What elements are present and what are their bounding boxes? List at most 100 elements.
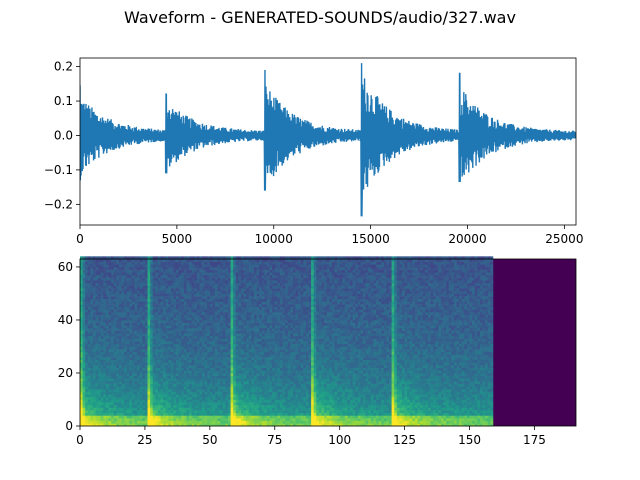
spectrogram-cell	[264, 256, 268, 260]
spectrogram-cell	[152, 346, 156, 350]
spectrogram-cell	[225, 277, 229, 281]
spectrogram-cell	[165, 280, 169, 284]
spectrogram-cell	[103, 282, 107, 286]
spectrogram-cell	[266, 317, 270, 321]
spectrogram-cell	[246, 351, 250, 355]
spectrogram-cell	[264, 290, 268, 294]
spectrogram-cell	[80, 293, 83, 297]
spectrogram-cell	[272, 354, 276, 358]
spectrogram-cell	[261, 341, 265, 345]
spectrogram-cell	[272, 288, 276, 292]
spectrogram-cell	[212, 280, 216, 284]
spectrogram-cell	[181, 298, 185, 302]
spectrogram-cell	[98, 396, 102, 400]
spectrogram-cell	[217, 378, 221, 382]
spectrogram-cell	[233, 341, 237, 345]
spectrogram-cell	[274, 418, 278, 422]
spectrogram-cell	[261, 380, 265, 384]
spectrogram-cell	[176, 383, 180, 387]
spectrogram-cell	[92, 256, 96, 260]
spectrogram-cell	[248, 378, 252, 382]
spectrogram-cell	[222, 423, 226, 427]
spectrogram-cell	[212, 420, 216, 424]
spectrogram-cell	[274, 298, 278, 302]
spectrogram-cell	[178, 277, 182, 281]
spectrogram-cell	[220, 380, 224, 384]
spectrogram-cell	[225, 378, 229, 382]
spectrogram-cell	[230, 423, 234, 427]
spectrogram-cell	[181, 365, 185, 368]
spectrogram-cell	[222, 420, 226, 424]
spectrogram-cell	[199, 306, 203, 310]
spectrogram-cell	[108, 372, 112, 376]
spectrogram-cell	[186, 365, 190, 368]
spectrogram-cell	[80, 396, 83, 400]
spectrogram-cell	[137, 357, 141, 361]
spectrogram-cell	[272, 372, 276, 376]
spectrogram-cell	[113, 402, 117, 406]
spectrogram-cell	[228, 341, 231, 345]
spectrogram-cell	[215, 285, 218, 289]
spectrogram-cell	[259, 402, 263, 406]
spectrogram-cell	[150, 317, 154, 321]
spectrogram-cell	[256, 322, 260, 326]
spectrogram-cell	[202, 380, 205, 384]
spectrogram-cell	[217, 264, 221, 268]
spectrogram-cell	[272, 412, 276, 416]
spectrogram-cell	[225, 272, 229, 276]
spectrogram-cell	[261, 367, 265, 371]
spectrogram-cell	[144, 391, 148, 395]
spectrogram-cell	[277, 341, 281, 345]
spectrogram-cell	[217, 322, 221, 326]
spectrogram-cell	[199, 274, 203, 278]
spectrogram-cell	[178, 412, 182, 416]
spectrogram-cell	[155, 298, 159, 302]
spectrogram-cell	[147, 333, 151, 337]
spectrogram-cell	[189, 341, 193, 345]
spectrogram-cell	[181, 309, 185, 313]
spectrogram-cell	[204, 407, 208, 411]
spectrogram-cell	[178, 296, 182, 300]
spectrogram-cell	[251, 423, 255, 427]
spectrogram-cell	[155, 312, 159, 315]
spectrogram-cell	[139, 330, 143, 334]
spectrogram-cell	[80, 367, 83, 371]
spectrogram-cell	[233, 259, 237, 262]
spectrogram-cell	[87, 396, 91, 400]
spectrogram-cell	[207, 357, 211, 361]
spectrogram-cell	[163, 314, 167, 318]
spectrogram-cell	[189, 293, 193, 297]
spectrogram-cell	[259, 362, 263, 366]
spectrogram-cell	[199, 301, 203, 305]
spectrogram-cell	[194, 359, 198, 363]
spectrogram-cell	[202, 256, 205, 260]
spectrogram-cell	[111, 322, 115, 326]
spectrogram-cell	[233, 386, 237, 390]
spectrogram-cell	[116, 264, 120, 268]
spectrogram-cell	[235, 333, 239, 337]
spectrogram-cell	[220, 407, 224, 411]
spectrogram-cell	[243, 325, 247, 329]
spectrogram-cell	[233, 391, 237, 395]
spectrogram-cell	[87, 359, 91, 363]
spectrogram-cell	[202, 404, 205, 408]
spectrogram-cell	[98, 375, 102, 379]
spectrogram-cell	[269, 367, 273, 371]
spectrogram-cell	[274, 349, 278, 353]
spectrogram-cell	[92, 296, 96, 300]
spectrogram-cell	[269, 327, 273, 331]
spectrogram-cell	[155, 301, 159, 305]
spectrogram-cell	[105, 317, 109, 321]
spectrogram-cell	[98, 282, 102, 286]
spectrogram-cell	[105, 386, 109, 390]
spectrogram-cell	[92, 388, 96, 392]
spectrogram-cell	[253, 404, 257, 408]
spectrogram-cell	[129, 412, 133, 416]
spectrogram-cell	[189, 386, 193, 390]
spectrogram-cell	[121, 325, 125, 329]
spectrogram-cell	[215, 407, 218, 411]
spectrogram-cell	[256, 388, 260, 392]
spectrogram-cell	[131, 383, 135, 387]
spectrogram-cell	[116, 370, 120, 374]
spectrogram-cell	[126, 407, 130, 411]
